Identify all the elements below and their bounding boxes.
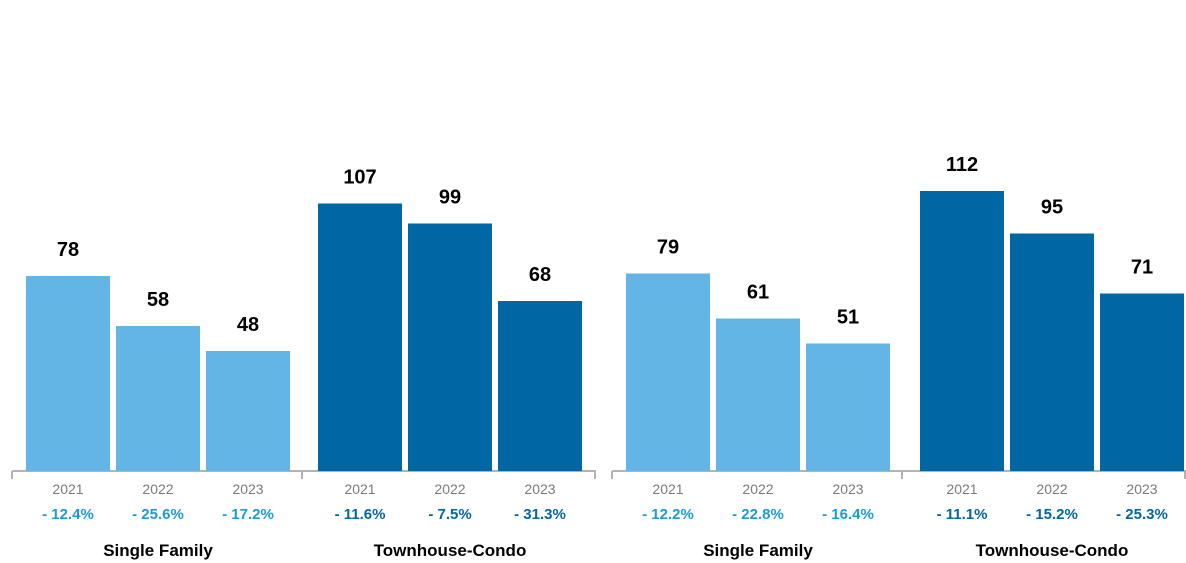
- data-label: 51: [837, 307, 859, 329]
- year-tick-label: 2021: [946, 481, 977, 497]
- bar: [1100, 293, 1184, 471]
- data-label: 61: [747, 282, 769, 304]
- year-tick-label: 2022: [434, 481, 465, 497]
- year-tick-label: 2023: [1126, 481, 1157, 497]
- percent-change-label: - 25.3%: [1116, 506, 1168, 523]
- data-label: 78: [57, 239, 79, 261]
- year-tick-label: 2022: [1036, 481, 1067, 497]
- percent-change-label: - 22.8%: [732, 506, 784, 523]
- data-label: 68: [529, 264, 551, 286]
- percent-change-label: - 25.6%: [132, 506, 184, 523]
- bar: [626, 273, 710, 471]
- percent-change-label: - 12.2%: [642, 506, 694, 523]
- percent-change-label: - 16.4%: [822, 506, 874, 523]
- bar: [498, 301, 582, 471]
- percent-change-label: - 7.5%: [428, 506, 471, 523]
- percent-change-label: - 31.3%: [514, 506, 566, 523]
- data-label: 79: [657, 237, 679, 259]
- year-tick-label: 2021: [652, 481, 683, 497]
- bar: [716, 318, 800, 471]
- year-tick-label: 2021: [52, 481, 83, 497]
- data-label: 99: [439, 187, 461, 209]
- data-label: 112: [946, 154, 978, 176]
- bar: [920, 191, 1004, 471]
- data-label: 71: [1131, 257, 1153, 279]
- percent-change-label: - 17.2%: [222, 506, 274, 523]
- bar: [26, 276, 110, 471]
- data-label: 107: [343, 167, 376, 189]
- bar: [408, 223, 492, 471]
- percent-change-label: - 12.4%: [42, 506, 94, 523]
- year-tick-label: 2022: [142, 481, 173, 497]
- data-label: 95: [1041, 197, 1063, 219]
- data-label: 58: [147, 289, 169, 311]
- percent-change-label: - 15.2%: [1026, 506, 1078, 523]
- year-tick-label: 2022: [742, 481, 773, 497]
- percent-change-label: - 11.1%: [937, 506, 988, 523]
- bar: [206, 351, 290, 471]
- bar: [806, 343, 890, 471]
- category-label: Townhouse-Condo: [976, 541, 1129, 560]
- bar: [116, 326, 200, 471]
- data-label: 48: [237, 314, 259, 336]
- percent-change-label: - 11.6%: [335, 506, 386, 523]
- category-label: Single Family: [703, 541, 813, 560]
- bar: [318, 203, 402, 471]
- year-tick-label: 2021: [344, 481, 375, 497]
- year-tick-label: 2023: [524, 481, 555, 497]
- year-tick-label: 2023: [232, 481, 263, 497]
- year-tick-label: 2023: [832, 481, 863, 497]
- category-label: Townhouse-Condo: [374, 541, 527, 560]
- category-label: Single Family: [103, 541, 213, 560]
- bar: [1010, 233, 1094, 471]
